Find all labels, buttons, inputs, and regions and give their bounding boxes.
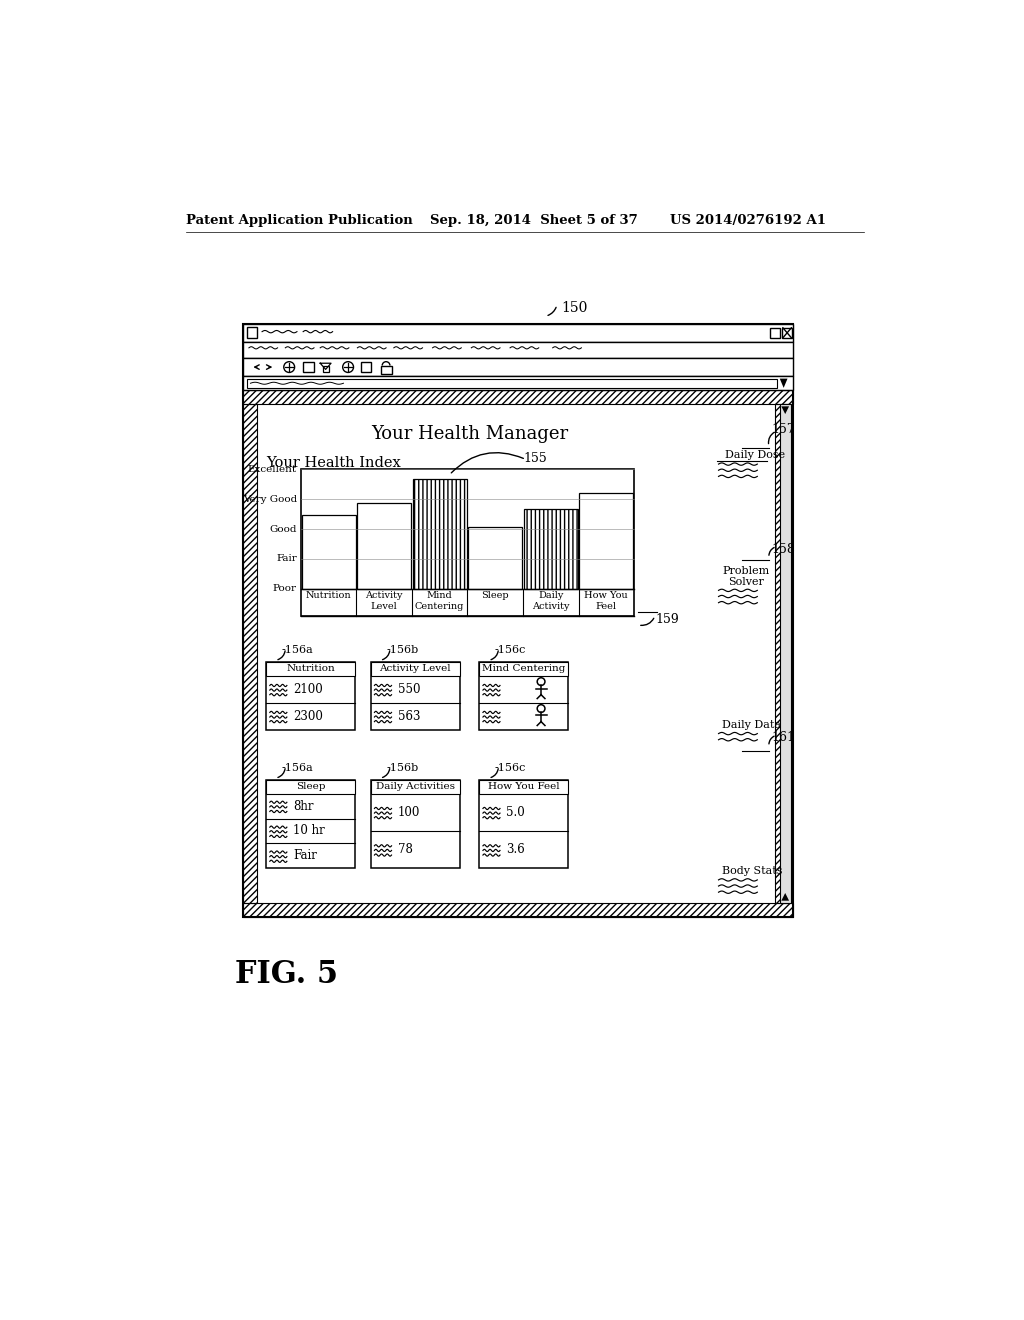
Text: Your Health Index: Your Health Index: [266, 455, 400, 470]
Text: Daily Dose: Daily Dose: [725, 450, 784, 461]
Text: 2300: 2300: [293, 710, 323, 723]
Text: 155: 155: [523, 451, 548, 465]
Text: 10 hr: 10 hr: [293, 825, 325, 837]
Bar: [360, 362, 372, 372]
Text: 8hr: 8hr: [293, 800, 313, 813]
Bar: [302, 515, 355, 589]
Text: 100: 100: [397, 805, 420, 818]
Text: Patent Application Publication: Patent Application Publication: [186, 214, 413, 227]
Text: Activity Level: Activity Level: [379, 664, 451, 673]
Bar: [243, 376, 793, 391]
Text: Poor: Poor: [273, 585, 297, 593]
Bar: [782, 327, 793, 338]
Bar: [371, 663, 460, 730]
Polygon shape: [781, 892, 790, 900]
Bar: [303, 362, 314, 372]
Bar: [243, 391, 793, 404]
Bar: [371, 780, 460, 869]
Bar: [243, 903, 793, 917]
Text: Body Stats: Body Stats: [722, 866, 783, 876]
Text: 5.0: 5.0: [506, 805, 525, 818]
Text: 563: 563: [397, 710, 420, 723]
Bar: [243, 404, 257, 903]
Text: -156b: -156b: [386, 645, 419, 655]
Text: Sleep: Sleep: [296, 783, 326, 791]
Bar: [243, 323, 793, 342]
Text: -156c: -156c: [495, 763, 526, 772]
Text: -156a: -156a: [282, 763, 313, 772]
Text: Very Good: Very Good: [243, 495, 297, 504]
Bar: [371, 663, 460, 676]
Bar: [413, 479, 467, 589]
Bar: [247, 327, 257, 338]
Text: Sep. 18, 2014  Sheet 5 of 37: Sep. 18, 2014 Sheet 5 of 37: [430, 214, 638, 227]
Bar: [381, 366, 391, 374]
Bar: [247, 379, 777, 388]
Bar: [479, 663, 568, 730]
Text: -156a: -156a: [282, 645, 313, 655]
Bar: [266, 663, 355, 730]
Polygon shape: [779, 379, 787, 388]
Text: Fair: Fair: [293, 849, 317, 862]
Polygon shape: [781, 407, 790, 414]
Text: Activity
Level: Activity Level: [366, 591, 402, 611]
Text: 550: 550: [397, 682, 420, 696]
Text: Nutrition: Nutrition: [286, 664, 335, 673]
Bar: [243, 342, 793, 358]
Text: 157: 157: [771, 424, 795, 437]
Text: 150: 150: [561, 301, 587, 315]
Bar: [301, 470, 634, 615]
Bar: [479, 780, 568, 793]
Bar: [580, 494, 633, 589]
Bar: [266, 780, 355, 869]
Text: 158: 158: [771, 543, 795, 556]
Bar: [775, 404, 790, 903]
Bar: [323, 366, 329, 372]
Text: -156b: -156b: [386, 763, 419, 772]
Text: Daily Data: Daily Data: [722, 719, 781, 730]
Bar: [371, 780, 460, 793]
Text: How You
Feel: How You Feel: [585, 591, 628, 611]
Text: Mind
Centering: Mind Centering: [415, 591, 464, 611]
Bar: [243, 323, 793, 917]
Bar: [479, 663, 568, 676]
Text: 161: 161: [771, 731, 796, 744]
Text: 78: 78: [397, 843, 413, 857]
Text: 159: 159: [655, 614, 679, 627]
Text: 3.6: 3.6: [506, 843, 525, 857]
Text: Nutrition: Nutrition: [306, 591, 351, 601]
Bar: [266, 663, 355, 676]
Bar: [468, 527, 522, 589]
Text: -156c: -156c: [495, 645, 526, 655]
Bar: [479, 780, 568, 869]
Text: Problem
Solver: Problem Solver: [722, 566, 770, 587]
Text: Daily
Activity: Daily Activity: [532, 591, 569, 611]
Text: Sleep: Sleep: [481, 591, 509, 601]
Text: Mind Centering: Mind Centering: [482, 664, 565, 673]
Text: Good: Good: [269, 524, 297, 533]
Text: How You Feel: How You Feel: [487, 783, 559, 791]
Text: Your Health Manager: Your Health Manager: [371, 425, 568, 442]
Text: Daily Activities: Daily Activities: [376, 783, 455, 791]
Bar: [357, 503, 411, 589]
Bar: [779, 404, 792, 903]
Bar: [770, 327, 779, 338]
Text: US 2014/0276192 A1: US 2014/0276192 A1: [671, 214, 826, 227]
Text: Excellent: Excellent: [248, 465, 297, 474]
Text: FIG. 5: FIG. 5: [234, 960, 338, 990]
Text: 2100: 2100: [293, 682, 323, 696]
Bar: [266, 780, 355, 793]
Text: Fair: Fair: [276, 554, 297, 564]
Bar: [523, 510, 578, 589]
Bar: [243, 358, 793, 376]
